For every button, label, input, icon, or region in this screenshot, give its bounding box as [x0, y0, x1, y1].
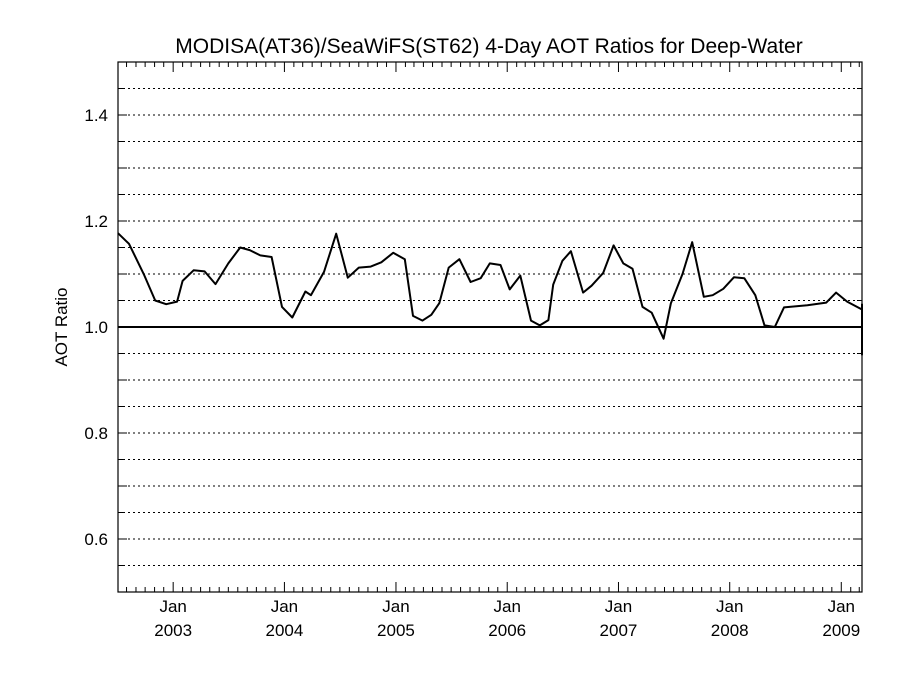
y-tick-label: 1.4 [84, 106, 108, 125]
y-tick-label: 0.6 [84, 530, 108, 549]
x-tick-month-label: Jan [605, 597, 632, 616]
x-tick-year-label: 2009 [822, 621, 860, 640]
x-tick-month-label: Jan [382, 597, 409, 616]
y-tick-label: 0.8 [84, 424, 108, 443]
x-tick-month-label: Jan [716, 597, 743, 616]
series-line-aot-ratio [117, 232, 863, 356]
y-tick-label: 1.0 [84, 318, 108, 337]
x-tick-year-label: 2008 [711, 621, 749, 640]
x-tick-month-label: Jan [494, 597, 521, 616]
y-tick-label: 1.2 [84, 212, 108, 231]
x-tick-month-label: Jan [271, 597, 298, 616]
tick-labels: 0.6 0.8 1.0 1.2 1.4 Jan 2003 Jan 2004 Jan 2005 Jan 2… [84, 106, 860, 640]
x-tick-year-label: 2006 [488, 621, 526, 640]
axis-ticks [118, 62, 862, 592]
chart-title: MODISA(AT36)/SeaWiFS(ST62) 4-Day AOT Rat… [175, 35, 802, 58]
x-tick-month-label: Jan [828, 597, 855, 616]
x-tick-year-label: 2003 [154, 621, 192, 640]
x-tick-year-label: 2005 [377, 621, 415, 640]
y-axis-label: AOT Ratio [52, 287, 71, 366]
plot-frame [117, 61, 863, 593]
gridlines [118, 88, 862, 566]
x-tick-year-label: 2004 [266, 621, 304, 640]
x-tick-year-label: 2007 [600, 621, 638, 640]
x-tick-month-label: Jan [159, 597, 186, 616]
